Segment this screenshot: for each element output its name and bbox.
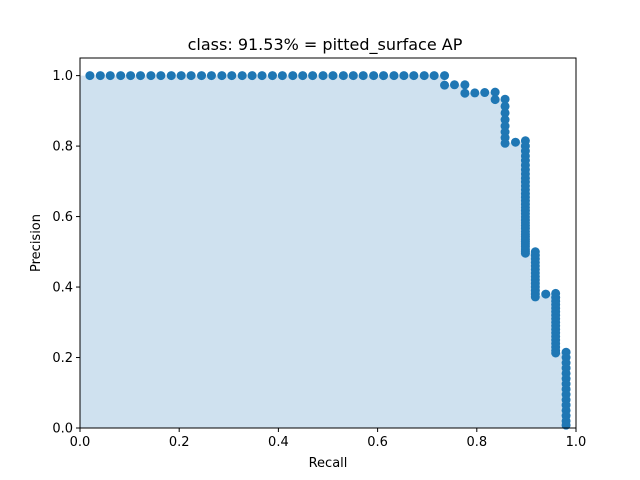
data-point — [298, 71, 308, 81]
data-point — [429, 71, 439, 81]
x-tick-label: 0.6 — [367, 435, 388, 450]
data-point — [105, 71, 115, 81]
data-point — [440, 80, 450, 90]
data-point — [500, 108, 510, 118]
data-point — [449, 80, 459, 90]
x-tick-label: 1.0 — [566, 435, 587, 450]
data-point — [166, 71, 176, 81]
data-point — [470, 88, 480, 98]
data-point — [541, 289, 551, 299]
chart-title: class: 91.53% = pitted_surface AP — [188, 35, 463, 55]
x-tick-label: 0.4 — [268, 435, 289, 450]
data-point — [399, 71, 409, 81]
data-point — [136, 71, 146, 81]
data-point — [267, 71, 277, 81]
data-point — [561, 420, 571, 430]
y-tick-label: 0.6 — [52, 210, 73, 225]
data-point — [186, 71, 196, 81]
x-tick-label: 0.0 — [70, 435, 91, 450]
data-point — [500, 138, 510, 148]
data-point — [116, 71, 126, 81]
data-point — [440, 71, 450, 81]
x-tick-label: 0.2 — [169, 435, 190, 450]
data-point — [460, 88, 470, 98]
data-point — [358, 71, 368, 81]
data-points — [85, 71, 571, 430]
data-point — [217, 71, 227, 81]
data-point — [510, 137, 520, 147]
data-point — [500, 94, 510, 104]
data-point — [460, 80, 470, 90]
data-point — [197, 71, 207, 81]
data-point — [551, 348, 561, 358]
data-point — [206, 71, 216, 81]
data-point — [369, 71, 379, 81]
data-point — [500, 115, 510, 125]
data-point — [176, 71, 186, 81]
plot-area — [79, 57, 577, 430]
data-point — [348, 71, 358, 81]
data-point — [85, 71, 95, 81]
data-point — [277, 71, 287, 81]
x-tick-label: 0.8 — [466, 435, 487, 450]
data-point — [318, 71, 328, 81]
data-point — [530, 292, 540, 302]
data-point — [126, 71, 136, 81]
data-point — [328, 71, 338, 81]
data-point — [288, 71, 298, 81]
data-point — [257, 71, 267, 81]
data-point — [95, 71, 105, 81]
data-point — [227, 71, 237, 81]
data-point — [500, 101, 510, 111]
x-axis: 0.0 0.2 0.4 0.6 0.8 1.0 — [70, 428, 587, 450]
data-point — [247, 71, 257, 81]
data-point — [419, 71, 429, 81]
data-point — [338, 71, 348, 81]
data-point — [389, 71, 399, 81]
data-point — [480, 88, 490, 98]
data-point — [237, 71, 247, 81]
y-tick-label: 0.2 — [52, 351, 73, 366]
precision-area-fill — [80, 75, 567, 428]
y-tick-label: 0.0 — [52, 422, 73, 437]
data-point — [308, 71, 318, 81]
y-tick-label: 0.4 — [52, 281, 73, 296]
data-point — [409, 71, 419, 81]
data-point — [156, 71, 166, 81]
plot-frame — [79, 57, 577, 429]
data-point — [490, 95, 500, 105]
y-axis: 0.0 0.2 0.4 0.6 0.8 1.0 — [52, 69, 80, 437]
data-point — [520, 248, 530, 258]
y-tick-label: 1.0 — [52, 69, 73, 84]
y-tick-label: 0.8 — [52, 140, 73, 155]
data-point — [490, 87, 500, 97]
data-point — [146, 71, 156, 81]
data-point — [379, 71, 389, 81]
x-axis-label: Recall — [309, 456, 348, 471]
y-axis-label: Precision — [29, 214, 44, 272]
